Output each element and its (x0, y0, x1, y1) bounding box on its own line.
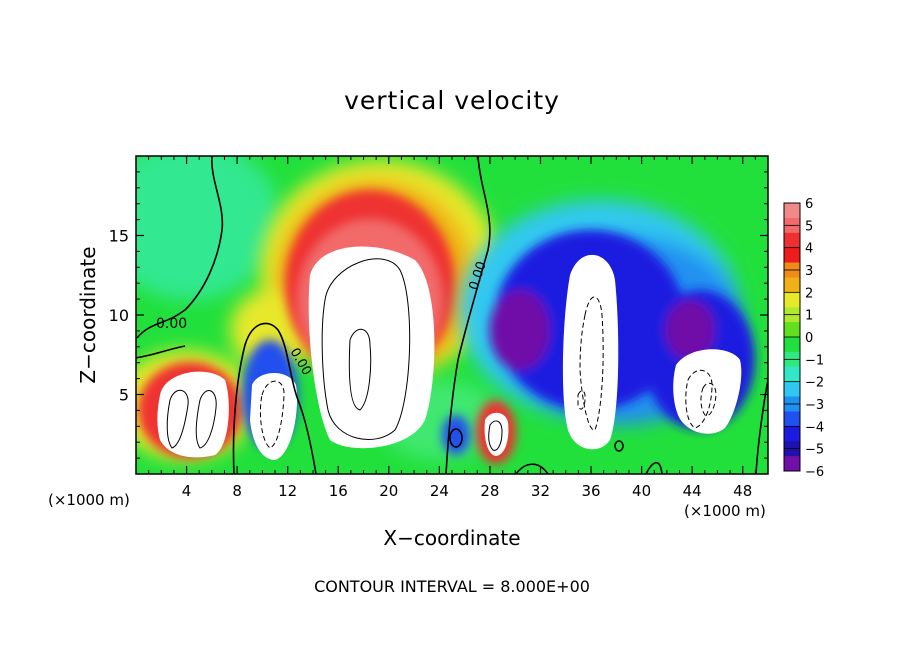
colorbar-tick-label: 4 (805, 242, 813, 257)
contour-interval-note: CONTOUR INTERVAL = 8.000E+00 (314, 577, 590, 596)
core-updraft-main (308, 246, 435, 449)
colorbar-swatch (784, 232, 800, 249)
colorbar-tick-label: −5 (805, 443, 824, 458)
x-tick-label-16: 16 (329, 482, 348, 500)
core-downdraft-right (673, 349, 742, 434)
x-axis-label-text: X−coordinate (383, 526, 521, 550)
x-tick-label-20: 20 (379, 482, 398, 500)
colorbar-tick-label: 5 (805, 219, 813, 234)
colorbar-swatch (784, 292, 800, 308)
x-tick-label-36: 36 (581, 482, 600, 500)
y-tick-label-15: 15 (109, 227, 129, 246)
x-tick-label-12: 12 (278, 482, 297, 500)
x-tick-label-24: 24 (430, 482, 449, 500)
colorbar-tick-label: −4 (805, 420, 824, 435)
x-tick-label-28: 28 (480, 482, 499, 500)
colorbar-swatch (784, 337, 800, 353)
colorbar-tick-label: 6 (805, 197, 813, 212)
colorbar-swatch (784, 203, 800, 219)
contour-zero-lines (136, 156, 768, 474)
field-layer (136, 156, 768, 474)
x-tick-label-8: 8 (232, 482, 242, 500)
colorbar-tick-label: −1 (805, 353, 824, 368)
x-tick-label-4: 4 (182, 482, 192, 500)
contour-negative-lines (259, 296, 717, 449)
field-region-upper-left (136, 156, 280, 300)
colorbar-tick-label: 1 (805, 309, 813, 324)
colorbar: 6 5 4 3 2 1 0 −1 −2 −3 −4 −5 −6 (783, 197, 824, 480)
x-tick-label-44: 44 (683, 482, 702, 500)
colorbar-swatch (784, 426, 800, 442)
colorbar-tick-label: −3 (805, 398, 824, 413)
x-axis-ticks: 4 8 12 16 20 24 28 32 36 40 44 48 (148, 156, 756, 500)
colorbar-tick-label: 2 (805, 286, 813, 301)
y-tick-label-5: 5 (119, 386, 129, 405)
colorbar-swatch (784, 366, 800, 383)
contour-small-loops (449, 428, 624, 452)
colorbar-swatch (784, 322, 800, 338)
x-tick-label-32: 32 (531, 482, 550, 500)
x-tick-label-48: 48 (733, 482, 752, 500)
colorbar-swatch (784, 277, 800, 293)
saturated-cores (157, 246, 742, 460)
contour-positive-lines (166, 258, 503, 451)
y-axis-ticks: 5 10 15 (109, 171, 768, 459)
colorbar-swatch (784, 247, 800, 264)
core-updraft-left (157, 371, 229, 458)
y-tick-label-10: 10 (109, 306, 129, 325)
colorbar-tick-label: 0 (805, 331, 813, 346)
colorbar-tick-label: −6 (805, 465, 824, 480)
colorbar-tick-label: −2 (805, 376, 824, 391)
colorbar-swatch (784, 411, 800, 427)
x-unit-label-left: (×1000 m) (48, 491, 130, 509)
x-unit-label-right: (×1000 m) (684, 502, 766, 520)
core-downdraft-main (562, 254, 619, 450)
colorbar-swatch (784, 381, 800, 398)
x-axis-label: X−coordinate (0, 526, 904, 550)
contour-label-1: 0.00 (156, 316, 187, 332)
colorbar-tick-label: 3 (805, 264, 813, 279)
x-tick-label-40: 40 (632, 482, 651, 500)
chart-title: vertical velocity (344, 86, 560, 115)
colorbar-swatch (784, 456, 800, 472)
